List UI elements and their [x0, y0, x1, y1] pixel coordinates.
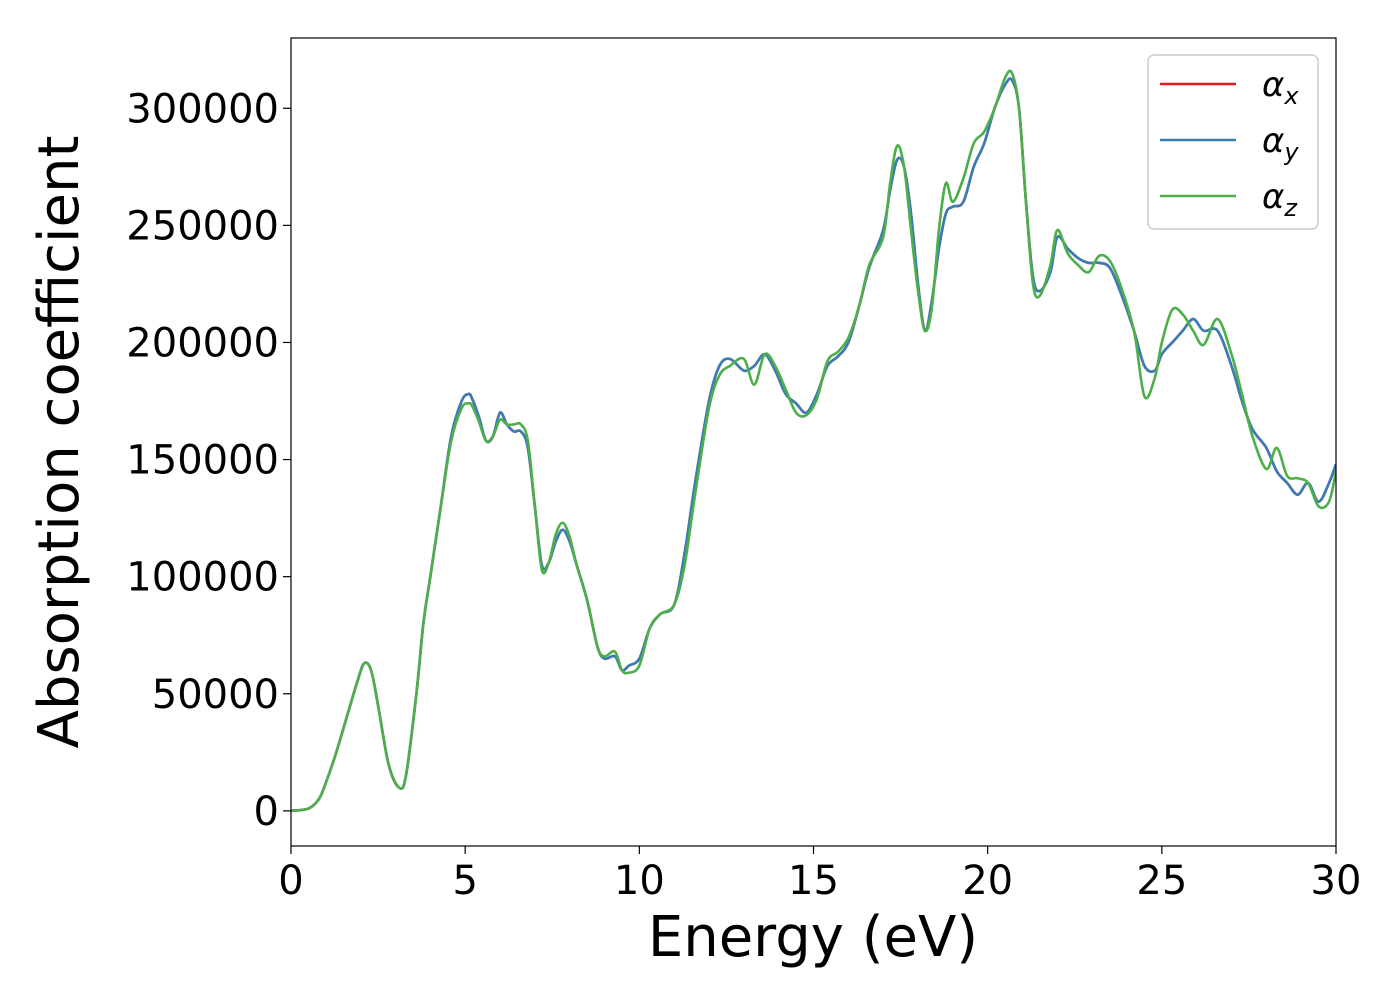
y-tick-label: 200000: [126, 320, 279, 366]
x-tick-label: 15: [788, 858, 839, 904]
x-tick-label: 20: [962, 858, 1013, 904]
legend: αx αy αz: [1147, 54, 1319, 230]
x-axis-title: Energy (eV): [648, 905, 978, 970]
series-line-3: [291, 69, 1336, 813]
y-tick-label: 250000: [126, 203, 279, 249]
y-tick-label: 0: [254, 789, 279, 835]
y-tick-label: 150000: [126, 438, 279, 484]
legend-label: αx: [1262, 65, 1299, 110]
y-tick-label: 50000: [152, 672, 279, 718]
y-axis: 0 50000 100000 150000 200000 250000 300000: [126, 86, 291, 835]
series-group: [291, 69, 1336, 813]
x-tick-label: 25: [1136, 858, 1187, 904]
y-tick-label: 100000: [126, 555, 279, 601]
x-tick-label: 5: [452, 858, 477, 904]
x-tick-label: 10: [614, 858, 665, 904]
legend-label: αz: [1262, 177, 1298, 222]
legend-box: [1147, 54, 1319, 230]
y-tick-label: 300000: [126, 86, 279, 132]
legend-label: αy: [1262, 121, 1299, 166]
x-tick-label: 30: [1311, 858, 1362, 904]
y-axis-title: Absorption coefficient: [27, 136, 92, 749]
x-axis: 0 5 10 15 20 25 30: [278, 846, 1361, 904]
x-tick-label: 0: [278, 858, 303, 904]
